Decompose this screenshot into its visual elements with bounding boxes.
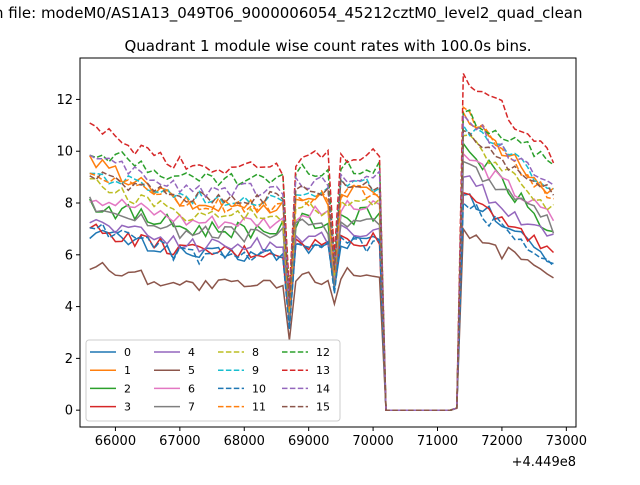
series-line-14 — [89, 113, 554, 411]
x-tick-label: 70000 — [352, 434, 393, 449]
y-tick-label: 8 — [65, 197, 73, 212]
x-tick-label: 68000 — [224, 434, 265, 449]
legend-label-14: 14 — [316, 382, 330, 395]
y-tick-label: 6 — [65, 248, 73, 263]
legend-label-12: 12 — [316, 346, 330, 359]
series-line-2 — [89, 141, 554, 411]
series-line-4 — [89, 175, 554, 411]
legend-label-15: 15 — [316, 401, 330, 414]
legend-label-3: 3 — [124, 401, 131, 414]
series-line-15 — [89, 129, 555, 411]
legend-label-9: 9 — [252, 364, 259, 377]
x-axis: 66000 67000 68000 69000 70000 71000 72000 73000 — [95, 427, 587, 449]
series-line-13 — [89, 73, 555, 411]
legend-label-10: 10 — [252, 382, 266, 395]
x-tick-label: 66000 — [95, 434, 136, 449]
chart-title: Quadrant 1 module wise count rates with … — [124, 37, 531, 55]
legend-label-7: 7 — [188, 401, 195, 414]
legend-label-0: 0 — [124, 346, 131, 359]
figure-suptitle: n file: modeM0/AS1A13_049T06_9000006054_… — [0, 4, 583, 22]
x-tick-label: 71000 — [417, 434, 458, 449]
series-line-11 — [89, 105, 554, 411]
series-line-7 — [89, 160, 555, 411]
y-tick-label: 0 — [65, 404, 73, 419]
x-tick-label: 69000 — [288, 434, 329, 449]
x-tick-label: 67000 — [159, 434, 200, 449]
legend-label-2: 2 — [124, 382, 131, 395]
series-line-12 — [89, 109, 554, 411]
legend-label-6: 6 — [188, 382, 195, 395]
y-tick-label: 2 — [65, 352, 73, 367]
legend-label-13: 13 — [316, 364, 330, 377]
y-tick-label: 4 — [65, 300, 73, 315]
y-tick-label: 10 — [56, 145, 73, 160]
plot-lines — [89, 73, 555, 411]
y-axis: 0 2 4 6 8 10 12 — [56, 93, 80, 419]
x-tick-label: 72000 — [481, 434, 522, 449]
legend-label-1: 1 — [124, 364, 131, 377]
legend-box — [85, 339, 341, 422]
legend-label-5: 5 — [188, 364, 195, 377]
legend-label-4: 4 — [188, 346, 195, 359]
x-offset-label: +4.449e8 — [512, 455, 576, 470]
series-line-10 — [89, 201, 555, 411]
series-line-3 — [89, 191, 555, 411]
axes-frame — [79, 57, 577, 428]
legend-label-11: 11 — [252, 401, 266, 414]
legend-label-8: 8 — [252, 346, 259, 359]
series-line-5 — [89, 226, 554, 411]
x-tick-label: 73000 — [546, 434, 587, 449]
y-tick-label: 12 — [56, 93, 73, 108]
